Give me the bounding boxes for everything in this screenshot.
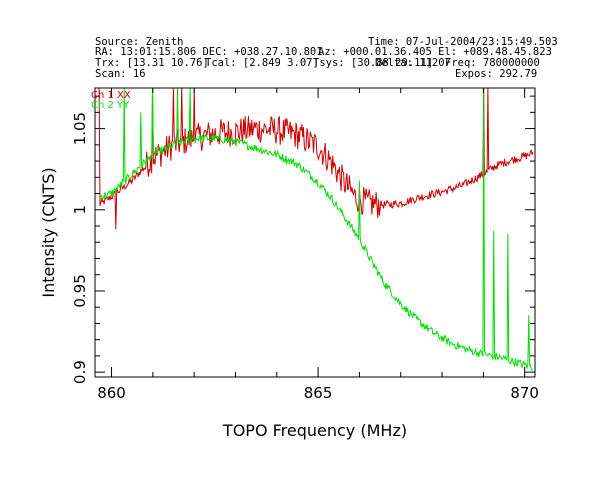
header-scan: Scan: 16 bbox=[95, 68, 146, 80]
header-expos: Expos: 292.79 bbox=[455, 68, 538, 80]
y-tick-label: 1 bbox=[71, 205, 89, 215]
x-axis-label: TOPO Frequency (MHz) bbox=[222, 421, 407, 440]
series-line-1 bbox=[98, 87, 534, 230]
header-freq: Freq: 780000000 bbox=[445, 57, 540, 69]
x-tick-label: 860 bbox=[97, 384, 126, 402]
header-tcal: Tcal: [2.849 3.07] bbox=[205, 57, 319, 69]
legend-ch2: Ch 2 YY bbox=[91, 100, 130, 111]
legend-ch1: Ch 1 XX bbox=[91, 90, 131, 101]
header-azel: Az: +000.01.36.405 El: +089.48.45.823 bbox=[318, 46, 552, 58]
plot-layer bbox=[98, 87, 534, 372]
header-time: Time: 07-Jul-2004/23:15:49.503 bbox=[368, 36, 558, 48]
header-trx: Trx: [13.31 10.76] bbox=[95, 57, 209, 69]
x-tick-label: 870 bbox=[510, 384, 539, 402]
header-delta: Delta: 11207 bbox=[375, 57, 451, 69]
header-tsys: Tsys: [30.88 29.11] bbox=[313, 57, 434, 69]
x-tick-label: 865 bbox=[304, 384, 333, 402]
y-tick-label: 0.95 bbox=[71, 274, 89, 307]
y-axis-label: Intensity (CNTS) bbox=[39, 167, 58, 297]
ticks-layer: 860 865 870 0.9 0.95 1 1.05 bbox=[71, 88, 539, 402]
y-tick-label: 0.9 bbox=[71, 360, 89, 384]
y-tick-label: 1.05 bbox=[71, 112, 89, 145]
series-line-2 bbox=[98, 87, 534, 372]
header-radec: RA: 13:01:15.806 DEC: +038.27.10.801 bbox=[95, 46, 323, 58]
plot-frame bbox=[94, 87, 536, 378]
header-source: Source: Zenith bbox=[95, 36, 184, 48]
